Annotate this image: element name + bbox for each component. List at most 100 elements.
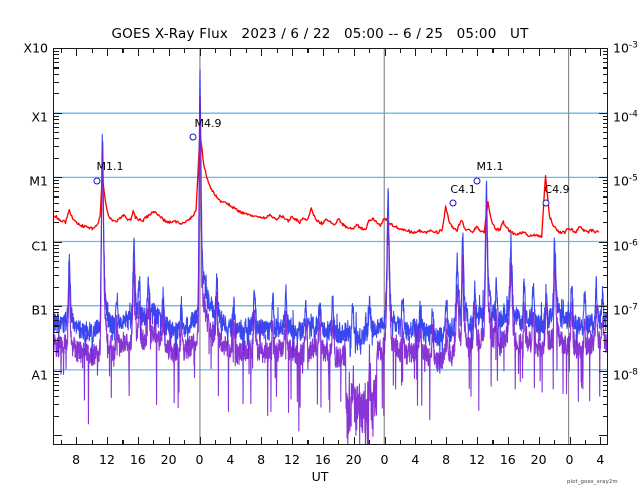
y-tick-right (602, 62, 608, 64)
x-axis-tick-label: 16 (499, 452, 516, 467)
flare-marker-c4-9-4 (542, 199, 550, 207)
y-tick-right (602, 267, 608, 269)
y-tick-right (602, 260, 608, 263)
flare-label-c4-9-4: C4.9 (544, 183, 570, 196)
x-tick-top (446, 48, 448, 56)
y-tick-right (599, 370, 608, 372)
y-tick-right (599, 48, 608, 50)
y-axis-left-label-b1: B1 (31, 302, 48, 318)
gridlines-group (54, 112, 607, 371)
x-axis-tick-label: 20 (345, 452, 362, 467)
y-tick-right (602, 51, 608, 53)
x-axis-tick-label: 0 (565, 452, 574, 467)
y-tick-right (602, 325, 608, 327)
plot-canvas (54, 49, 607, 444)
y-tick-left (53, 380, 59, 382)
y-tick-right (602, 81, 608, 83)
x-tick-bottom (461, 440, 463, 445)
x-tick-bottom (214, 440, 217, 445)
y-axis-right-label-1e-7: 10-7 (613, 302, 638, 317)
page-title: GOES X-Ray Flux 2023 / 6 / 22 05:00 -- 6… (111, 26, 529, 42)
x-axis-tick-label: 8 (257, 452, 266, 467)
y-tick-left (53, 81, 59, 83)
x-tick-bottom (569, 437, 571, 445)
y-tick-left (53, 115, 59, 117)
y-tick-right (602, 244, 608, 246)
x-tick-top (600, 48, 602, 56)
x-axis-tick-label: 12 (469, 452, 485, 467)
x-axis-tick-label: 0 (195, 452, 204, 467)
y-axis-right-label-1e-8: 10-8 (613, 367, 638, 382)
exponent: -3 (628, 40, 638, 51)
y-tick-left (53, 275, 59, 277)
y-tick-right (599, 435, 608, 437)
flare-label-c4-1-2: C4.1 (450, 183, 476, 196)
mantissa: 10 (613, 109, 629, 125)
y-tick-right (602, 54, 608, 56)
x-tick-top (184, 48, 186, 53)
y-tick-left (53, 309, 59, 311)
x-tick-bottom (492, 440, 494, 445)
flare-label-m1-1-0: M1.1 (96, 160, 124, 173)
mantissa: 10 (613, 302, 629, 318)
x-tick-bottom (91, 440, 93, 445)
y-tick-right (602, 126, 608, 128)
y-axis-left-label-a1: A1 (31, 367, 48, 383)
x-tick-top (353, 48, 355, 56)
x-axis-tick-label: 12 (284, 452, 300, 467)
y-tick-left (53, 196, 59, 198)
y-tick-left (53, 222, 59, 224)
y-tick-right (602, 115, 608, 117)
x-axis-tick-label: 4 (411, 452, 420, 467)
y-tick-left (53, 373, 59, 375)
x-tick-top (153, 48, 155, 53)
x-tick-top (230, 48, 232, 56)
y-tick-right (599, 177, 608, 179)
y-tick-left (53, 384, 59, 386)
y-tick-right (602, 202, 608, 204)
x-tick-bottom (554, 440, 556, 445)
y-tick-left (53, 415, 59, 417)
y-tick-right (602, 187, 608, 189)
y-tick-right (599, 241, 608, 243)
x-tick-bottom (477, 437, 479, 445)
y-tick-left (53, 58, 59, 60)
y-tick-right (602, 247, 608, 249)
y-tick-right (602, 320, 608, 322)
y-tick-left (53, 255, 59, 257)
y-tick-left (53, 54, 59, 56)
y-tick-left (53, 404, 59, 406)
y-tick-left (53, 180, 59, 182)
y-tick-left (53, 51, 59, 53)
y-tick-right (602, 309, 608, 311)
x-tick-bottom (245, 440, 247, 445)
x-tick-bottom (292, 437, 294, 445)
y-tick-right (602, 331, 608, 333)
y-tick-left (53, 131, 59, 134)
exponent: -4 (628, 109, 638, 120)
y-tick-left (53, 267, 59, 269)
y-tick-right (602, 180, 608, 182)
x-axis-tick-label: 8 (442, 452, 451, 467)
exponent: -6 (628, 238, 638, 249)
y-tick-left (53, 187, 59, 189)
x-tick-bottom (122, 440, 124, 445)
exponent: -5 (628, 173, 638, 184)
y-tick-left (53, 183, 59, 185)
y-tick-right (602, 389, 608, 392)
y-tick-right (599, 306, 608, 308)
y-tick-left (53, 331, 59, 333)
x-tick-bottom (600, 437, 602, 445)
x-tick-bottom (399, 440, 402, 445)
y-axis-left-label-m1: M1 (29, 173, 48, 189)
y-tick-left (53, 312, 59, 314)
x-tick-top (292, 48, 294, 56)
y-tick-right (602, 222, 608, 224)
y-tick-right (602, 183, 608, 185)
y-tick-left (53, 370, 62, 372)
y-tick-left (53, 122, 59, 124)
flare-label-m4-9-1: M4.9 (194, 117, 222, 130)
y-tick-left (53, 244, 59, 246)
x-tick-top (430, 48, 432, 53)
